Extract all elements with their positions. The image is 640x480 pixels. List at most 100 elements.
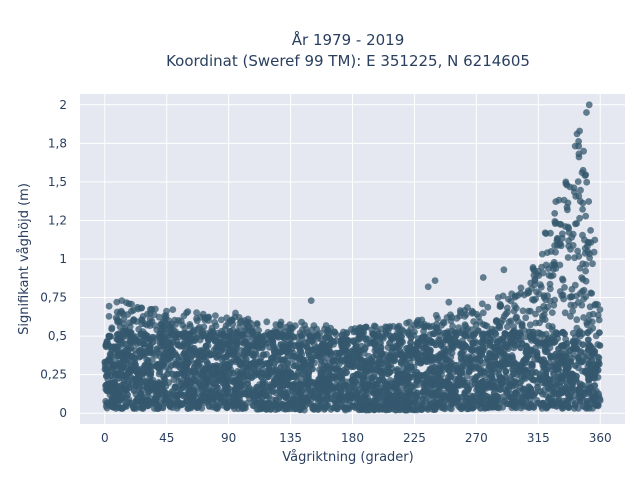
scatter-point bbox=[419, 395, 427, 403]
scatter-point bbox=[199, 371, 207, 379]
scatter-point bbox=[385, 381, 392, 389]
scatter-point bbox=[447, 339, 455, 347]
scatter-point bbox=[255, 390, 263, 398]
scatter-point bbox=[565, 395, 573, 402]
scatter-point bbox=[420, 323, 428, 331]
scatter-point bbox=[587, 289, 595, 297]
scatter-point bbox=[546, 285, 554, 293]
scatter-point bbox=[206, 332, 214, 340]
scatter-point-outlier bbox=[232, 309, 239, 317]
scatter-point bbox=[369, 389, 377, 397]
scatter-point bbox=[492, 344, 499, 352]
scatter-point bbox=[532, 369, 540, 376]
scatter-point bbox=[283, 341, 290, 349]
scatter-point bbox=[200, 323, 208, 331]
scatter-point bbox=[589, 260, 596, 268]
y-tick-label: 2 bbox=[59, 98, 67, 112]
scatter-point bbox=[287, 325, 295, 333]
scatter-point bbox=[106, 357, 113, 364]
scatter-point bbox=[202, 342, 210, 350]
scatter-point bbox=[467, 404, 475, 412]
scatter-point bbox=[362, 323, 370, 331]
scatter-point bbox=[111, 369, 119, 377]
scatter-point bbox=[576, 264, 584, 272]
scatter-point bbox=[217, 316, 225, 324]
scatter-point bbox=[317, 370, 325, 378]
scatter-point bbox=[126, 330, 134, 338]
scatter-point bbox=[492, 317, 500, 325]
scatter-point bbox=[177, 370, 185, 377]
scatter-point bbox=[577, 186, 584, 194]
scatter-point bbox=[417, 401, 425, 409]
scatter-point bbox=[432, 324, 440, 332]
scatter-point bbox=[184, 391, 192, 399]
scatter-point bbox=[319, 383, 327, 390]
scatter-point bbox=[553, 380, 560, 388]
scatter-point bbox=[405, 401, 413, 409]
scatter-point bbox=[369, 401, 376, 409]
scatter-point bbox=[537, 388, 544, 395]
scatter-point bbox=[160, 386, 168, 394]
scatter-point bbox=[239, 359, 247, 367]
scatter-point bbox=[205, 403, 213, 410]
scatter-point bbox=[352, 371, 360, 379]
scatter-point bbox=[416, 371, 424, 379]
scatter-point bbox=[564, 372, 572, 380]
scatter-point bbox=[280, 356, 288, 364]
x-tick-label: 0 bbox=[101, 431, 109, 445]
scatter-point bbox=[478, 389, 486, 397]
scatter-point bbox=[276, 384, 284, 392]
scatter-point bbox=[142, 331, 150, 339]
scatter-point bbox=[310, 405, 317, 413]
scatter-point bbox=[552, 198, 560, 206]
x-tick-label: 270 bbox=[465, 431, 488, 445]
scatter-point bbox=[551, 261, 558, 268]
scatter-point bbox=[126, 323, 134, 331]
scatter-point bbox=[231, 390, 239, 398]
scatter-point bbox=[361, 367, 369, 375]
scatter-point bbox=[110, 343, 118, 351]
scatter-point bbox=[547, 272, 555, 280]
scatter-point bbox=[165, 341, 173, 348]
scatter-point bbox=[117, 395, 125, 402]
scatter-point bbox=[211, 370, 219, 378]
scatter-point bbox=[557, 389, 565, 397]
scatter-point bbox=[518, 320, 526, 328]
scatter-point bbox=[321, 343, 329, 350]
scatter-point bbox=[430, 368, 437, 376]
scatter-point bbox=[372, 351, 380, 359]
scatter-point bbox=[281, 369, 289, 377]
scatter-point bbox=[580, 295, 587, 303]
scatter-point bbox=[108, 325, 116, 333]
scatter-point bbox=[245, 390, 253, 398]
scatter-point bbox=[360, 381, 368, 389]
scatter-point bbox=[130, 387, 138, 394]
scatter-point bbox=[484, 303, 492, 311]
scatter-point bbox=[338, 331, 346, 339]
scatter-point bbox=[211, 318, 219, 326]
scatter-point bbox=[332, 399, 340, 407]
scatter-point bbox=[369, 366, 377, 374]
y-tick-label: 1,2 bbox=[48, 213, 67, 227]
scatter-point bbox=[374, 359, 382, 367]
scatter-point bbox=[275, 405, 283, 412]
scatter-point bbox=[252, 398, 260, 406]
scatter-point bbox=[311, 394, 319, 401]
scatter-point bbox=[551, 400, 558, 408]
y-axis-title: Signifikant våghöjd (m) bbox=[17, 183, 32, 335]
scatter-point bbox=[583, 178, 591, 186]
scatter-point bbox=[115, 330, 123, 338]
scatter-point bbox=[172, 395, 180, 403]
scatter-point bbox=[213, 353, 221, 361]
scatter-point bbox=[223, 353, 231, 360]
scatter-point bbox=[423, 388, 431, 395]
scatter-point bbox=[310, 322, 318, 329]
scatter-point bbox=[575, 394, 583, 402]
x-tick-label: 135 bbox=[279, 431, 302, 445]
scatter-point bbox=[556, 288, 564, 295]
scatter-point bbox=[529, 265, 537, 273]
scatter-point bbox=[543, 403, 551, 411]
scatter-point bbox=[512, 404, 520, 412]
scatter-point bbox=[105, 302, 113, 310]
scatter-point bbox=[102, 341, 110, 349]
